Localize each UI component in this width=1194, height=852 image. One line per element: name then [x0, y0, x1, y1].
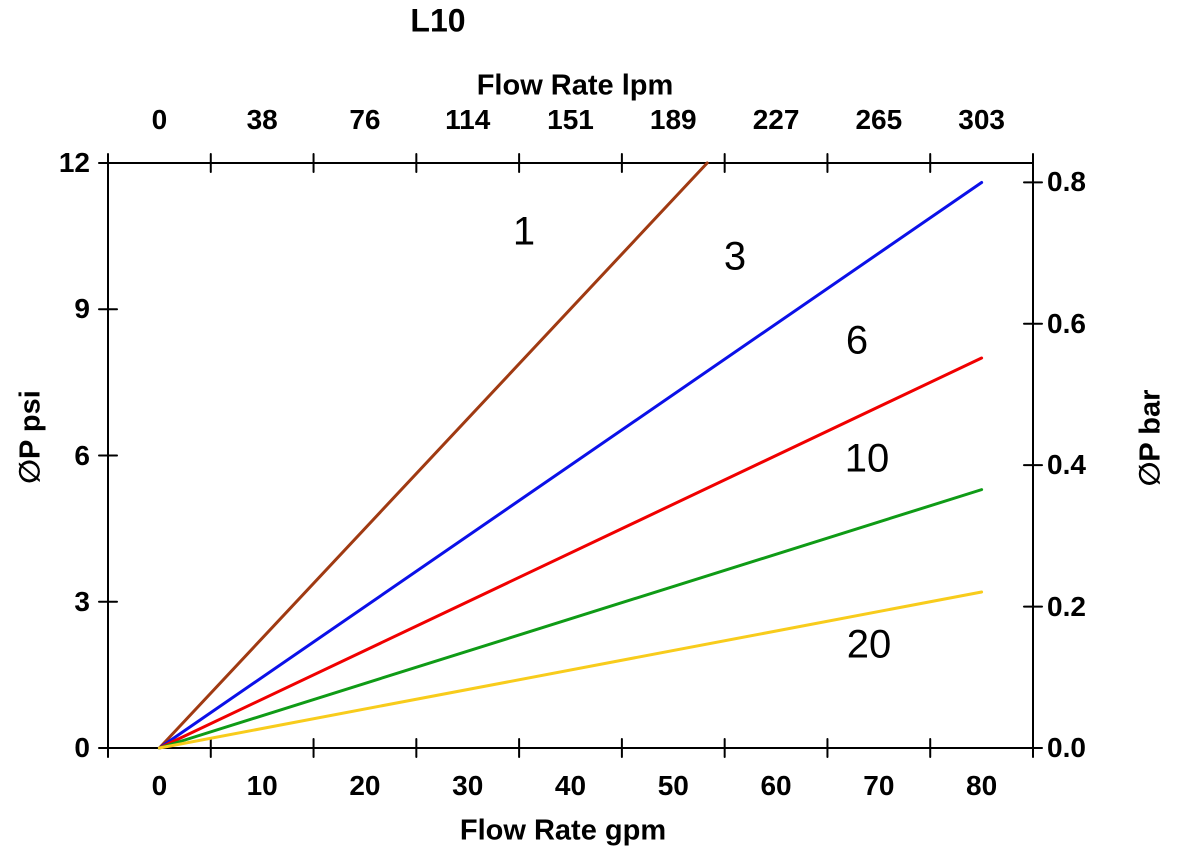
curve-label-10: 10	[844, 436, 890, 481]
chart-title: L10	[410, 2, 466, 39]
curve-label-20: 20	[846, 622, 892, 667]
top-tick-label: 151	[547, 104, 594, 135]
bottom-tick-label: 80	[966, 770, 998, 801]
series-line-10	[157, 488, 984, 750]
bottom-tick-label: 50	[657, 770, 689, 801]
curve-label-3: 3	[723, 234, 747, 279]
series-line-20	[157, 590, 984, 750]
right-tick-label: 0.8	[1047, 166, 1086, 198]
bottom-tick-label: 40	[554, 770, 587, 801]
series-line-3	[157, 181, 984, 750]
right-tick-label: 0.2	[1047, 590, 1086, 622]
bottom-tick-label: 70	[863, 770, 895, 801]
right-tick-label: 0.4	[1047, 449, 1086, 481]
bottom-tick-label: 10	[246, 770, 278, 801]
top-tick-label: 0	[151, 104, 168, 135]
series-line-6	[157, 356, 984, 750]
bottom-tick-label: 20	[349, 770, 381, 801]
top-axis-title: Flow Rate lpm	[476, 69, 674, 102]
top-tick-label: 303	[958, 104, 1005, 135]
bottom-tick-label: 60	[760, 770, 792, 801]
bottom-tick-label: 30	[452, 770, 484, 801]
top-tick-label: 227	[752, 104, 800, 135]
right-axis-title: ∅P bar	[1134, 389, 1167, 487]
curve-label-1: 1	[512, 209, 536, 254]
top-tick-label: 114	[445, 104, 491, 135]
right-tick-label: 0.6	[1047, 307, 1086, 339]
left-tick-label: 6	[74, 439, 90, 471]
left-axis-title: ∅P psi	[14, 390, 47, 484]
top-tick-label: 76	[349, 104, 381, 135]
left-tick-label: 9	[74, 293, 90, 325]
left-tick-label: 12	[58, 147, 90, 178]
right-tick-label: 0.0	[1047, 732, 1086, 763]
curve-label-6: 6	[845, 318, 869, 363]
bottom-axis-title: Flow Rate gpm	[459, 814, 667, 847]
plot-frame	[107, 162, 1034, 749]
left-tick-label: 3	[74, 585, 90, 617]
left-tick-label: 0	[74, 732, 90, 763]
bottom-tick-label: 0	[151, 770, 168, 801]
series-line-1	[157, 161, 709, 750]
top-tick-label: 38	[246, 104, 278, 135]
top-tick-label: 189	[649, 104, 697, 135]
top-tick-label: 265	[855, 104, 903, 135]
